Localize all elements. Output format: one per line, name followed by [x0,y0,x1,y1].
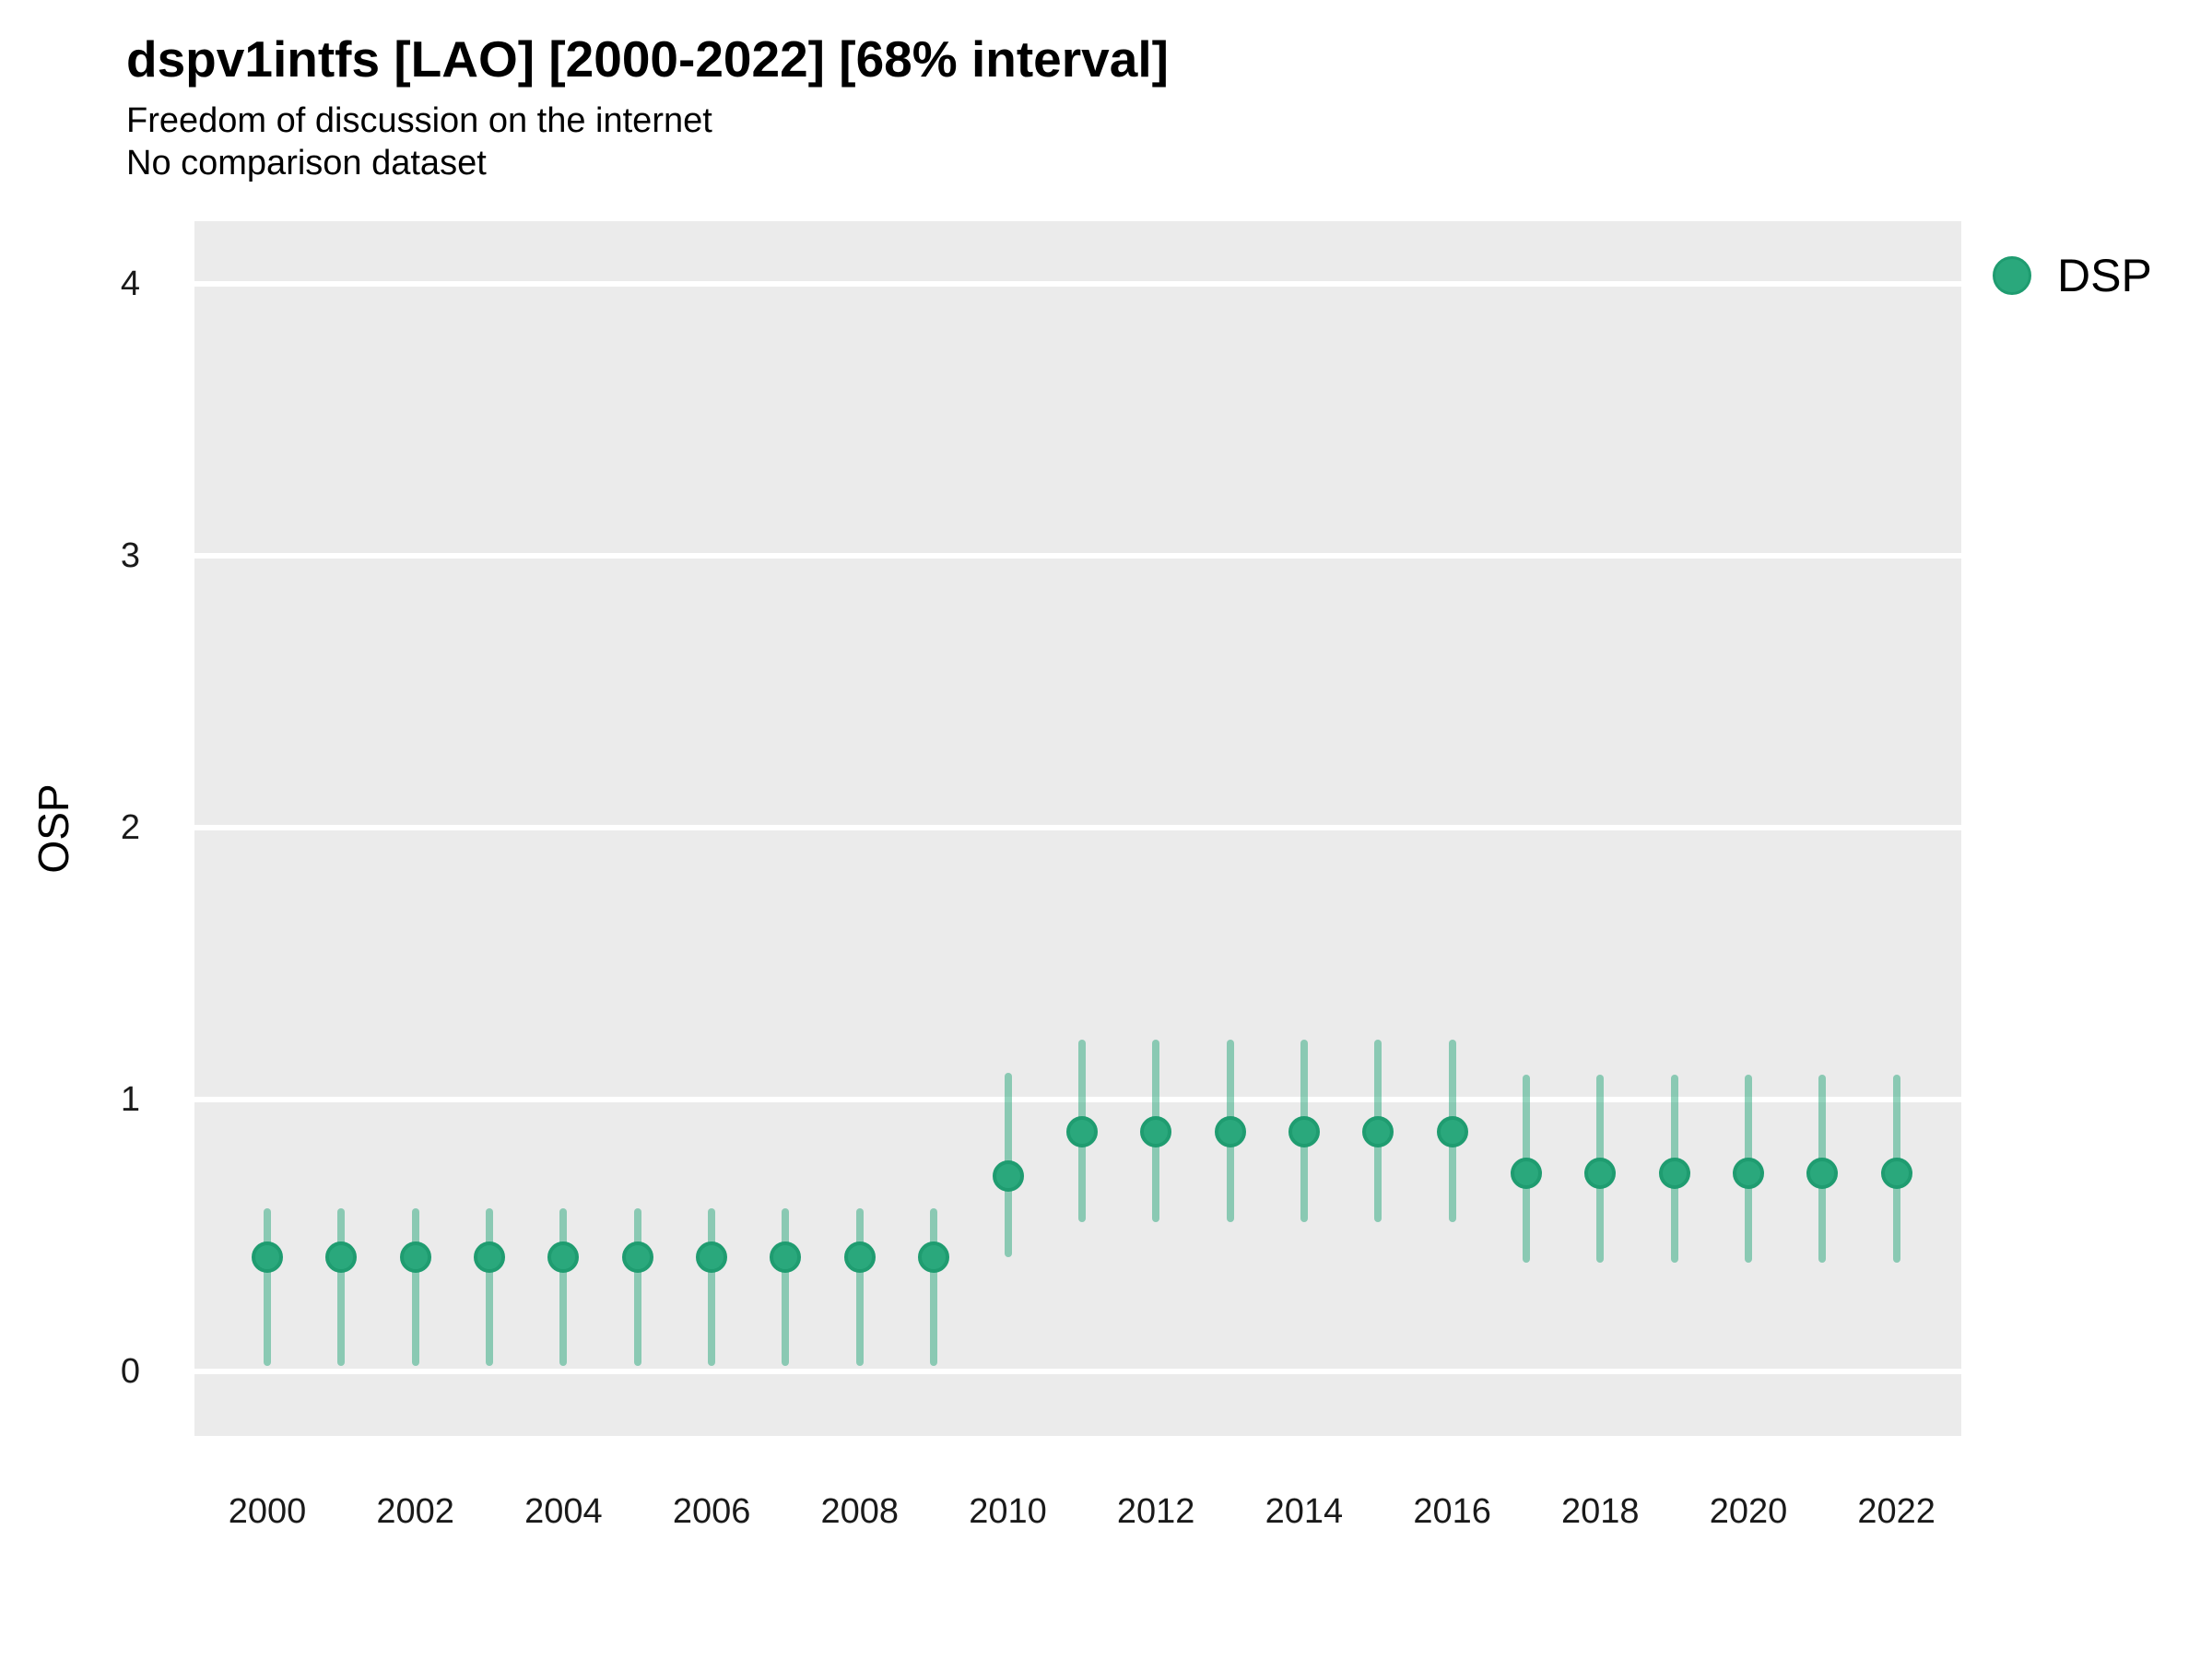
y-tick-label-0: 0 [120,1352,140,1391]
point-estimate-2006 [696,1241,728,1274]
gridline-y-2 [194,825,1961,830]
gridline-y-4 [194,281,1961,287]
interval-bar-2001 [337,1208,346,1367]
point-estimate-2002 [399,1241,431,1274]
point-estimate-2021 [1806,1157,1839,1189]
point-estimate-2009 [918,1241,950,1274]
gridline-y-3 [194,553,1961,559]
interval-bar-2002 [411,1208,419,1367]
y-tick-label-4: 4 [120,265,140,303]
x-tick-label-2002: 2002 [376,1492,454,1531]
point-estimate-2008 [843,1241,876,1274]
legend: DSP [1993,250,2152,301]
x-tick-label-2006: 2006 [672,1492,751,1531]
x-tick-label-2008: 2008 [820,1492,900,1531]
chart-subtitle-note: No comparison dataset [126,144,487,182]
interval-bar-2009 [930,1208,938,1367]
y-tick-label-1: 1 [120,1080,140,1119]
point-estimate-2003 [474,1241,506,1274]
interval-bar-2000 [264,1208,271,1367]
point-estimate-2022 [1880,1157,1912,1189]
point-estimate-2000 [252,1241,283,1274]
x-tick-label-2010: 2010 [969,1492,1047,1531]
interval-bar-2005 [633,1208,641,1367]
point-estimate-2019 [1658,1157,1690,1189]
interval-bar-2007 [782,1208,790,1367]
point-estimate-2010 [992,1159,1024,1192]
gridline-y-0 [194,1369,1961,1374]
point-estimate-2016 [1436,1116,1468,1148]
point-estimate-2013 [1214,1116,1246,1148]
x-tick-label-2000: 2000 [228,1492,307,1531]
point-estimate-2014 [1288,1116,1320,1148]
x-tick-label-2004: 2004 [524,1492,603,1531]
x-tick-label-2022: 2022 [1857,1492,1936,1531]
point-estimate-2020 [1733,1157,1764,1189]
x-tick-label-2018: 2018 [1561,1492,1640,1531]
chart-title: dspv1intfs [LAO] [2000-2022] [68% interv… [126,30,1169,88]
point-estimate-2015 [1362,1116,1394,1148]
x-tick-label-2016: 2016 [1413,1492,1491,1531]
point-estimate-2017 [1510,1157,1542,1189]
interval-bar-2003 [486,1208,494,1367]
plot-panel [194,221,1961,1436]
x-tick-label-2020: 2020 [1709,1492,1788,1531]
x-tick-label-2012: 2012 [1116,1492,1195,1531]
legend-label-dsp: DSP [2057,250,2152,301]
interval-bar-2004 [559,1208,568,1367]
chart-subtitle: Freedom of discussion on the internet [126,101,712,140]
legend-point-icon [1993,256,2031,295]
point-estimate-2012 [1140,1116,1172,1148]
interval-bar-2006 [708,1208,716,1367]
interval-bar-2008 [855,1208,864,1367]
point-estimate-2011 [1065,1116,1098,1148]
point-estimate-2018 [1584,1157,1617,1189]
point-estimate-2004 [547,1241,580,1274]
point-estimate-2007 [770,1241,802,1274]
gridline-y-1 [194,1097,1961,1102]
point-estimate-2005 [621,1241,653,1274]
point-estimate-2001 [325,1241,358,1274]
y-tick-label-3: 3 [120,536,140,575]
y-tick-label-2: 2 [120,808,140,847]
x-tick-label-2014: 2014 [1265,1492,1344,1531]
